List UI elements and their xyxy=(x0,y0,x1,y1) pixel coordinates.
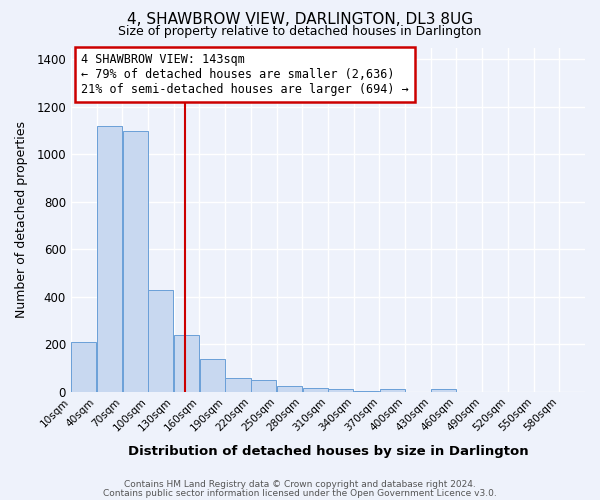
Bar xyxy=(122,130,148,392)
X-axis label: Distribution of detached houses by size in Darlington: Distribution of detached houses by size … xyxy=(128,444,528,458)
Bar xyxy=(380,390,405,392)
Text: Contains public sector information licensed under the Open Government Licence v3: Contains public sector information licen… xyxy=(103,488,497,498)
Text: Size of property relative to detached houses in Darlington: Size of property relative to detached ho… xyxy=(118,25,482,38)
Bar xyxy=(277,386,302,392)
Bar xyxy=(354,390,379,392)
Text: Contains HM Land Registry data © Crown copyright and database right 2024.: Contains HM Land Registry data © Crown c… xyxy=(124,480,476,489)
Bar xyxy=(148,290,173,392)
Bar xyxy=(226,378,251,392)
Bar xyxy=(97,126,122,392)
Y-axis label: Number of detached properties: Number of detached properties xyxy=(15,121,28,318)
Bar xyxy=(200,358,225,392)
Text: 4, SHAWBROW VIEW, DARLINGTON, DL3 8UG: 4, SHAWBROW VIEW, DARLINGTON, DL3 8UG xyxy=(127,12,473,28)
Bar xyxy=(251,380,277,392)
Bar xyxy=(71,342,97,392)
Bar xyxy=(431,390,456,392)
Bar xyxy=(302,388,328,392)
Text: 4 SHAWBROW VIEW: 143sqm
← 79% of detached houses are smaller (2,636)
21% of semi: 4 SHAWBROW VIEW: 143sqm ← 79% of detache… xyxy=(81,52,409,96)
Bar xyxy=(328,390,353,392)
Bar xyxy=(174,335,199,392)
